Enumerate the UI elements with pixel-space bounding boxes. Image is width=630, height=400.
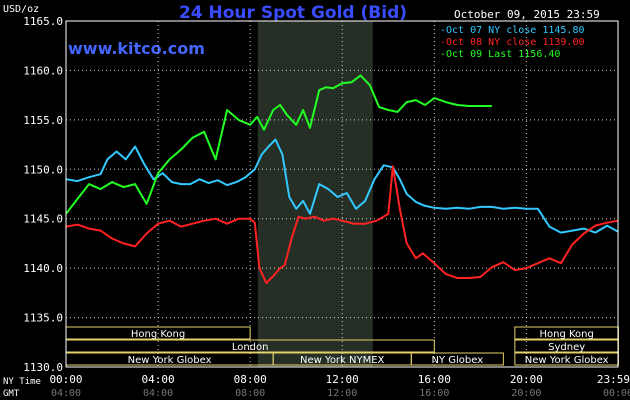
gmt-tick-label: 04:00 [143, 388, 173, 399]
ny-time-label: NY Time [3, 377, 41, 387]
session-label: London [232, 342, 269, 353]
x-tick-label: 20:00 [510, 373, 543, 386]
y-tick-label: 1130.0 [23, 361, 63, 374]
session-label: Hong Kong [539, 329, 593, 340]
gmt-tick-label: 20:00 [511, 388, 541, 399]
session-box-frame [410, 352, 504, 366]
series-line-1 [65, 138, 619, 234]
units-label: USD/oz [3, 4, 39, 15]
session-label: Hong Kong [131, 329, 185, 340]
session-label: New York NYMEX [300, 355, 385, 366]
legend-entry-1: -Oct 07 NY close 1145.80 [440, 25, 585, 36]
chart-title: 24 Hour Spot Gold (Bid) [179, 3, 407, 23]
x-tick-label: 08:00 [234, 373, 267, 386]
site-watermark: www.kitco.com [68, 39, 205, 58]
x-tick-label: 04:00 [142, 373, 175, 386]
series-line-2 [65, 165, 619, 284]
y-tick-label: 1155.0 [23, 114, 63, 127]
plot-frame [65, 20, 619, 368]
gmt-tick-label: 16:00 [419, 388, 449, 399]
x-tick-label: 12:00 [326, 373, 359, 386]
session-box: New York Globex [514, 352, 619, 366]
legend-entry-3: -Oct 09 Last 1156.40 [440, 49, 560, 60]
date-label: October 09, 2015 23:59 [454, 8, 600, 21]
session-label: New York Globex [128, 355, 212, 366]
gmt-tick-label: 04:00 [51, 388, 81, 399]
y-tick-label: 1160.0 [23, 64, 63, 77]
series-line-3 [65, 74, 492, 215]
legend-entry-2: -Oct 08 NY close 1139.00 [440, 37, 585, 48]
gmt-tick-label: 08:00 [235, 388, 265, 399]
gmt-tick-label: 00:00 [603, 388, 630, 399]
session-label: New York Globex [525, 355, 609, 366]
y-tick-label: 1145.0 [23, 213, 63, 226]
session-box: NY Globex [410, 352, 504, 366]
x-tick-label: 23:59 [597, 373, 630, 386]
x-tick-label: 00:00 [49, 373, 82, 386]
session-label: Sydney [548, 342, 585, 353]
x-tick-label: 16:00 [418, 373, 451, 386]
gmt-label: GMT [3, 389, 20, 399]
y-tick-label: 1140.0 [23, 262, 63, 275]
y-tick-label: 1135.0 [23, 312, 63, 325]
y-tick-label: 1165.0 [23, 15, 63, 28]
y-tick-label: 1150.0 [23, 163, 63, 176]
session-label: NY Globex [431, 355, 483, 366]
gmt-tick-label: 12:00 [327, 388, 357, 399]
